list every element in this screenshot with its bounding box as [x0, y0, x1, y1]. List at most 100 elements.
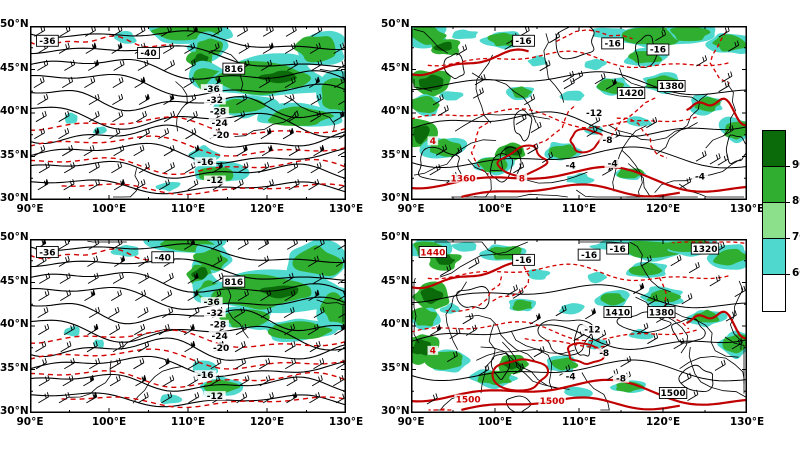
contour-label: -12 — [586, 109, 602, 119]
contour-label: -36 — [39, 248, 55, 258]
contour-label: -32 — [207, 96, 223, 106]
contour-label: -8 — [603, 136, 613, 146]
lon-tick-label: 90°E — [16, 203, 44, 215]
lon-tick-label: 130°E — [729, 416, 765, 428]
contour-label: -8 — [616, 374, 626, 384]
lon-tick-label: 110°E — [170, 203, 206, 215]
panel-bottom-left: -36 -40 816 -36 -32 -28 -24 -20 -16 -12 50°N 45°N 40… — [0, 231, 363, 428]
contour-label: -16 — [197, 371, 213, 381]
contour-label: -40 — [155, 253, 171, 263]
lat-tick-label: 45°N — [381, 274, 410, 287]
contour-label: -16 — [197, 158, 213, 168]
contour-label: -16 — [650, 46, 666, 56]
contour-label: -16 — [515, 37, 531, 47]
colorbar-tick-mark — [785, 238, 790, 239]
colorbar-segment — [763, 131, 785, 167]
contour-label: 1360 — [451, 174, 476, 184]
colorbar-segment — [763, 167, 785, 203]
contour-label: 1380 — [649, 308, 674, 318]
colorbar-tick-label: 60 — [792, 267, 800, 279]
lon-tick-label: 100°E — [91, 203, 127, 215]
contour-label: -36 — [39, 37, 55, 47]
colorbar-tick-mark — [785, 202, 790, 203]
contour-label: -16 — [604, 40, 620, 50]
contour-label: 4 — [430, 137, 436, 147]
map-canvas-top-right: -16 -16 -16 1420 1380 -12 -8 -4 -4 -4 4 1360 8 — [411, 26, 747, 200]
contour-label: 1500 — [456, 395, 481, 405]
contour-label: 8 — [519, 174, 525, 184]
colorbar-tick-label: 70 — [792, 231, 800, 243]
lat-tick-label: 30°N — [0, 405, 29, 417]
lat-tick-label: 40°N — [381, 318, 410, 330]
contour-label: -4 — [695, 173, 705, 183]
contour-label: -16 — [581, 251, 597, 261]
contour-label: -16 — [610, 245, 626, 255]
panel-top-left: -36 -40 816 -36 -32 -28 -24 -20 -16 -12 50°N 45°N 40… — [0, 18, 363, 215]
colorbar-segment — [763, 239, 785, 275]
lon-tick-label: 120°E — [249, 416, 285, 428]
panel-bottom-right: 1440 -16 -16 -16 1320 1410 1380 -12 -8 -4 -8 4 1500 1… — [381, 231, 764, 428]
lon-tick-label: 110°E — [561, 416, 597, 428]
lat-tick-label: 30°N — [381, 405, 410, 417]
lon-tick-label: 100°E — [91, 416, 127, 428]
panel-top-right: -16 -16 -16 1420 1380 -12 -8 -4 -4 -4 4 1360 8 50°N 45… — [381, 18, 764, 215]
contour-label: 1440 — [420, 248, 445, 258]
map-canvas-bottom-right: 1440 -16 -16 -16 1320 1410 1380 -12 -8 -4 -8 4 1500 1… — [411, 239, 747, 413]
contour-label: -24 — [211, 119, 227, 129]
contour-label: -36 — [204, 85, 220, 95]
colorbar-segment — [763, 275, 785, 311]
lat-tick-label: 45°N — [381, 61, 410, 74]
lon-tick-label: 90°E — [397, 203, 425, 215]
colorbar-tick-label: 80 — [792, 195, 800, 207]
contour-label: -40 — [140, 49, 156, 59]
lon-tick-label: 120°E — [249, 203, 285, 215]
lon-tick-label: 110°E — [170, 416, 206, 428]
colorbar-segment — [763, 203, 785, 239]
contour-label: -12 — [207, 392, 223, 402]
contour-label: -4 — [608, 160, 618, 170]
lat-tick-label: 35°N — [381, 148, 410, 161]
lon-tick-label: 130°E — [729, 203, 765, 215]
lon-tick-label: 90°E — [16, 416, 44, 428]
lon-tick-label: 100°E — [477, 416, 513, 428]
contour-label: -12 — [207, 176, 223, 186]
contour-label: 1410 — [605, 308, 630, 318]
contour-label: 1380 — [659, 82, 684, 92]
lat-tick-label: 50°N — [381, 18, 410, 30]
lon-tick-label: 90°E — [397, 416, 425, 428]
lat-tick-label: 40°N — [0, 318, 29, 330]
contour-label: 1420 — [619, 89, 644, 99]
colorbar-tick-label: 90 — [792, 159, 800, 171]
contour-label: -36 — [204, 298, 220, 308]
lon-tick-label: 130°E — [328, 203, 364, 215]
contour-label: -24 — [211, 332, 227, 342]
contour-label: -4 — [566, 161, 576, 171]
contour-label: -12 — [584, 326, 600, 336]
lat-tick-label: 50°N — [0, 18, 29, 30]
contour-label: 1500 — [661, 389, 686, 399]
lat-tick-label: 30°N — [0, 192, 29, 204]
contour-label: -16 — [515, 256, 531, 266]
contour-label: -28 — [210, 107, 226, 117]
lat-tick-label: 35°N — [0, 148, 29, 161]
lon-tick-label: 120°E — [645, 416, 681, 428]
contour-label: -8 — [599, 349, 609, 359]
lat-tick-label: 30°N — [381, 192, 410, 204]
contour-label: 816 — [224, 65, 243, 75]
lat-tick-label: 40°N — [0, 105, 29, 117]
contour-label: 4 — [430, 347, 436, 357]
contour-label: 816 — [224, 278, 243, 288]
lon-tick-label: 100°E — [477, 203, 513, 215]
lat-tick-label: 45°N — [0, 274, 29, 287]
lat-tick-label: 50°N — [381, 231, 410, 243]
contour-label: 1320 — [692, 245, 717, 255]
colorbar-tick-mark — [785, 274, 790, 275]
contour-label: -20 — [213, 131, 229, 141]
lon-tick-label: 120°E — [645, 203, 681, 215]
contour-label: -28 — [210, 320, 226, 330]
contour-label: -32 — [207, 309, 223, 319]
lon-tick-label: 110°E — [561, 203, 597, 215]
